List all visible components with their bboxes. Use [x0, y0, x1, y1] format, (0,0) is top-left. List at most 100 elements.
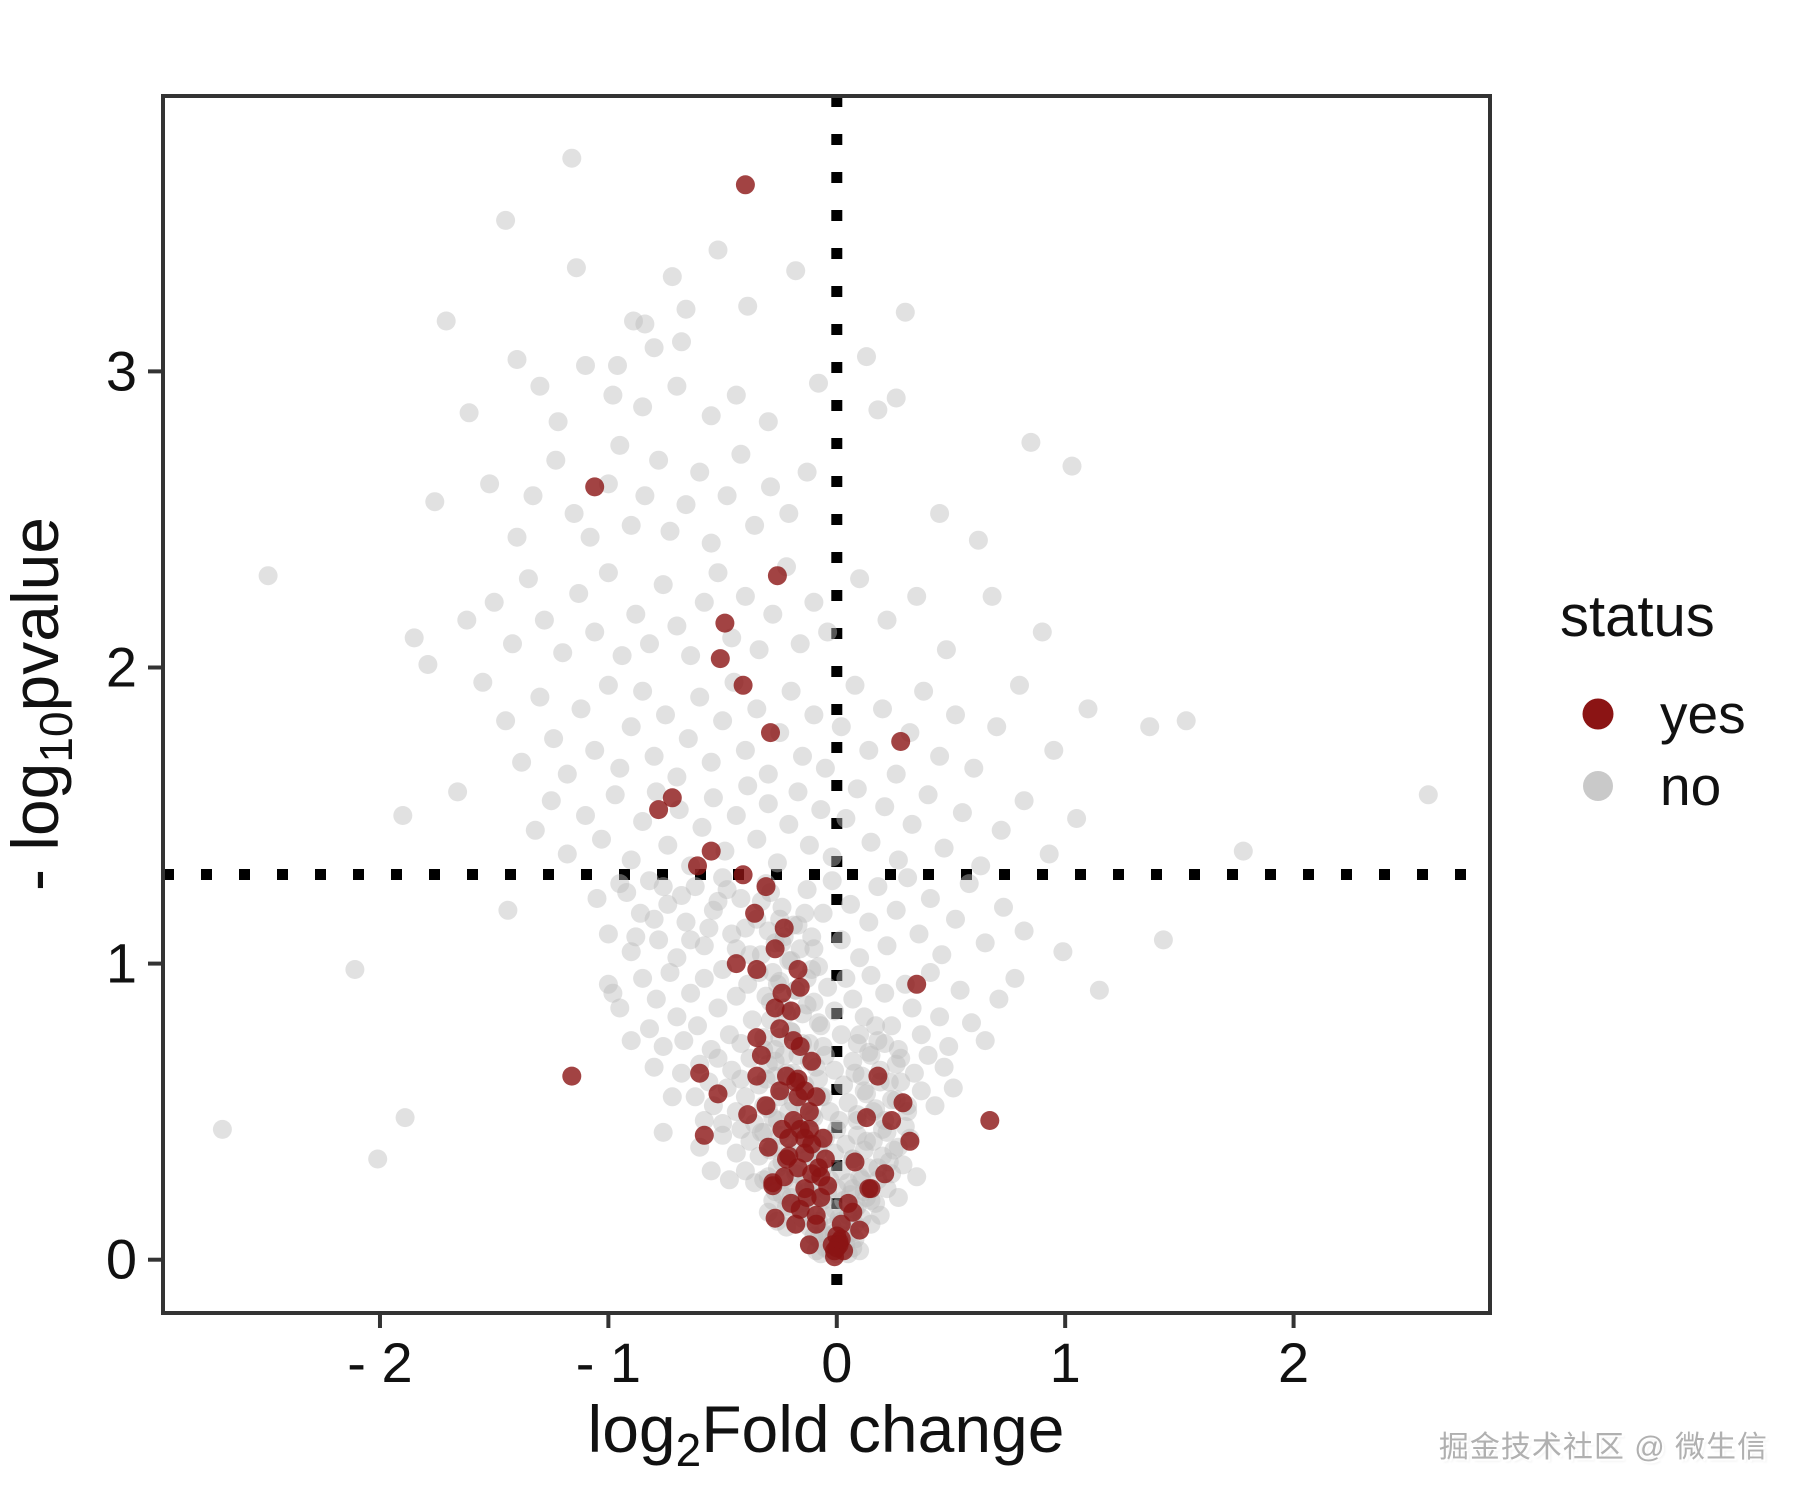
- data-point-no: [672, 886, 691, 905]
- data-point-no: [541, 791, 561, 811]
- data-point-no: [610, 758, 630, 778]
- data-point-no: [738, 296, 758, 316]
- data-point-yes: [738, 1105, 758, 1125]
- data-point-no: [630, 903, 650, 923]
- data-point-no: [624, 311, 643, 331]
- data-point-no: [731, 444, 751, 464]
- data-point-no: [763, 1191, 783, 1210]
- data-point-no: [861, 965, 881, 985]
- data-point-no: [713, 1125, 733, 1145]
- data-point-yes: [786, 1214, 806, 1234]
- data-point-no: [731, 1034, 751, 1053]
- y-tick-label: 2: [106, 635, 137, 698]
- data-point-yes: [765, 998, 785, 1018]
- data-point-no: [886, 1054, 906, 1074]
- data-point-no: [861, 1045, 881, 1065]
- data-point-no: [779, 504, 799, 523]
- data-point-yes: [649, 800, 669, 820]
- data-point-no: [850, 1025, 870, 1045]
- data-point-no: [934, 838, 954, 858]
- data-point-no: [866, 1193, 886, 1213]
- data-point-no: [1053, 942, 1073, 962]
- data-point-no: [640, 634, 659, 654]
- data-point-no: [904, 1063, 924, 1083]
- data-point-no: [857, 1131, 876, 1151]
- y-axis: 0 1 2 3: [106, 339, 163, 1291]
- data-point-no: [640, 1019, 659, 1039]
- data-point-no: [831, 930, 851, 950]
- data-point-no: [962, 1013, 981, 1033]
- data-point-no: [943, 1078, 963, 1098]
- data-point-no: [701, 1040, 721, 1059]
- data-point-no: [781, 681, 801, 701]
- data-point-yes: [861, 1179, 881, 1199]
- x-tick-label: 2: [1278, 1331, 1309, 1394]
- data-point-yes: [799, 1235, 819, 1255]
- data-point-no: [653, 1037, 673, 1056]
- data-point-no: [667, 616, 687, 636]
- data-point-no: [667, 948, 687, 968]
- data-point-no: [690, 687, 710, 707]
- data-point-no: [930, 1007, 950, 1027]
- data-point-yes: [825, 1247, 844, 1267]
- data-point-no: [694, 968, 714, 988]
- data-point-no: [930, 504, 950, 523]
- data-point-no: [902, 814, 922, 834]
- data-point-no: [1039, 844, 1059, 864]
- data-point-no: [873, 699, 892, 719]
- data-point-no: [888, 1188, 908, 1207]
- data-point-no: [660, 521, 680, 541]
- legend-key-yes-icon: [1582, 698, 1614, 730]
- data-point-yes: [893, 1093, 913, 1113]
- data-point-no: [610, 998, 630, 1018]
- data-point-no: [884, 1140, 904, 1160]
- data-point-no: [779, 814, 799, 834]
- data-point-no: [569, 584, 589, 603]
- data-point-yes: [875, 1164, 895, 1184]
- data-point-no: [701, 533, 721, 553]
- data-point-no: [676, 299, 696, 319]
- data-point-no: [395, 1108, 415, 1128]
- data-point-no: [902, 998, 922, 1018]
- data-point-no: [818, 977, 838, 997]
- x-tick-label: - 1: [576, 1331, 641, 1394]
- data-point-no: [891, 1072, 911, 1092]
- data-point-no: [735, 586, 755, 606]
- data-point-no: [920, 889, 940, 908]
- data-point-no: [678, 729, 698, 749]
- x-axis-title: log2Fold change: [588, 1392, 1065, 1476]
- data-point-no: [656, 705, 675, 725]
- data-point-no: [877, 610, 897, 630]
- data-point-no: [868, 877, 888, 897]
- data-point-no: [811, 1016, 831, 1036]
- data-point-no: [822, 847, 842, 867]
- data-point-no: [845, 1063, 865, 1083]
- data-point-no: [726, 939, 746, 959]
- data-point-yes: [980, 1111, 1000, 1130]
- data-point-no: [804, 592, 824, 612]
- data-point-no: [850, 1241, 870, 1261]
- data-point-no: [580, 527, 600, 547]
- data-point-no: [809, 373, 828, 393]
- data-point-no: [857, 1084, 876, 1104]
- legend: status yes no: [1560, 584, 1746, 817]
- data-point-no: [911, 1081, 931, 1101]
- data-point-no: [713, 711, 733, 731]
- data-point-no: [692, 817, 712, 837]
- data-point-no: [605, 785, 625, 805]
- data-point-no: [911, 1025, 931, 1045]
- data-point-no: [747, 829, 767, 849]
- data-point-no: [834, 1075, 854, 1095]
- data-point-no: [1140, 717, 1160, 737]
- data-point-yes: [747, 1066, 767, 1086]
- data-point-no: [688, 1016, 707, 1036]
- data-point-no: [829, 1111, 849, 1130]
- data-point-no: [612, 646, 632, 666]
- data-point-no: [598, 675, 618, 695]
- data-point-yes: [790, 1199, 810, 1219]
- data-point-no: [934, 1057, 954, 1077]
- data-point-yes: [751, 1045, 771, 1065]
- data-point-no: [258, 566, 278, 586]
- data-point-yes: [733, 675, 753, 695]
- data-point-no: [404, 628, 424, 648]
